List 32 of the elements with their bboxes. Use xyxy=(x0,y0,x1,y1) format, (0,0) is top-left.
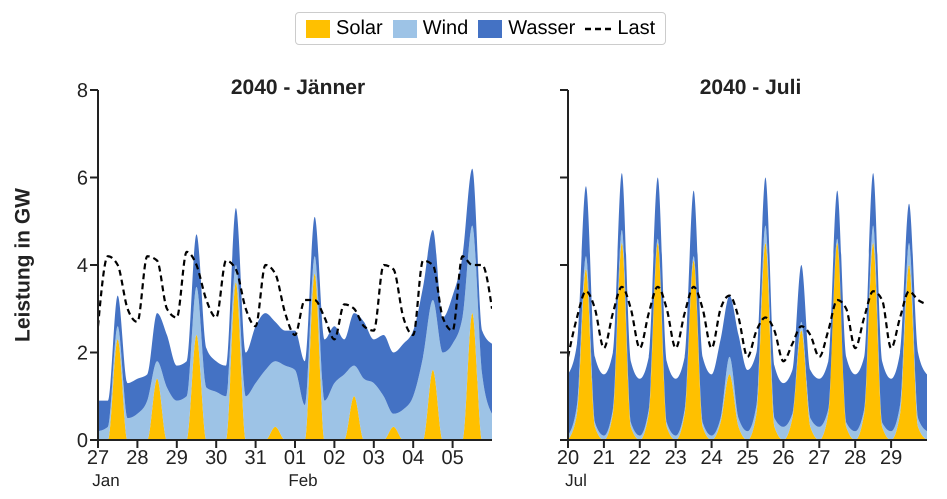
x-tick-label: 27 Jan xyxy=(86,447,120,490)
legend-label: Wasser xyxy=(508,17,576,40)
x-tick-label: 05 xyxy=(441,447,464,469)
x-tick-label: 20 Jul xyxy=(556,447,587,490)
legend-label: Wind xyxy=(422,17,468,40)
chart-title: 2040 - Juli xyxy=(698,76,802,100)
y-tick-label: 8 xyxy=(76,80,88,102)
x-tick-label: 21 xyxy=(592,447,616,469)
x-tick-label: 01 Feb xyxy=(284,447,318,490)
y-tick-label: 0 xyxy=(76,430,88,452)
x-tick-label: 26 xyxy=(772,447,795,469)
y-axis-title: Leistung in GW xyxy=(11,188,34,342)
x-tick-label: 23 xyxy=(664,447,687,469)
legend-label: Solar xyxy=(336,17,383,40)
x-tick-label: 27 xyxy=(808,447,830,469)
x-tick-label: 22 xyxy=(628,447,651,469)
x-tick-label: 29 xyxy=(166,447,188,469)
y-tick-label: 6 xyxy=(76,168,88,190)
x-tick-label: 02 xyxy=(323,447,346,469)
x-tick-label: 31 xyxy=(244,447,267,469)
x-tick-label: 24 xyxy=(700,447,723,469)
y-tick-label: 4 xyxy=(76,255,88,278)
y-tick-label: 2 xyxy=(76,342,88,365)
x-tick-label: 25 xyxy=(736,447,759,469)
x-tick-label: 29 xyxy=(880,447,902,469)
chart-title: 2040 - Jänner xyxy=(230,76,366,99)
x-tick-label: 03 xyxy=(362,447,385,469)
x-tick-label: 28 xyxy=(126,447,149,469)
x-tick-label: 28 xyxy=(844,447,866,469)
x-tick-label: 04 xyxy=(402,447,424,469)
legend-label: Last xyxy=(617,17,656,40)
x-tick-label: 30 xyxy=(205,447,228,469)
